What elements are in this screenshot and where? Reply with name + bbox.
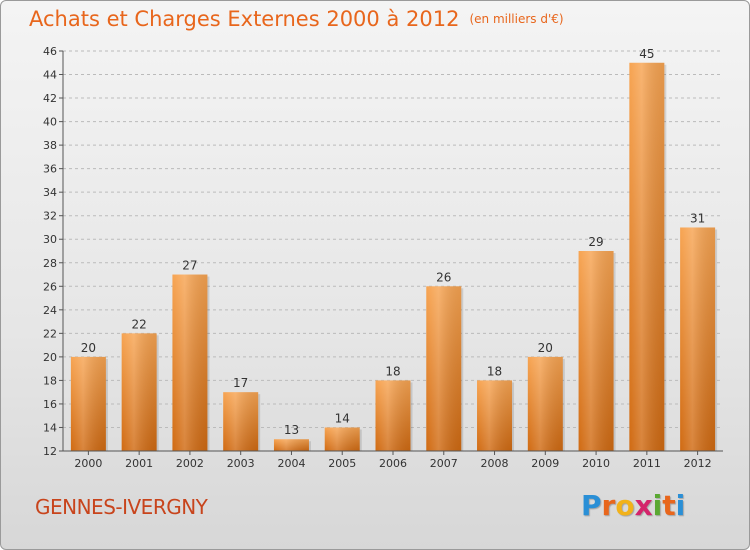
bar-highlight (70, 356, 106, 451)
y-tick-label: 26 (43, 280, 57, 293)
bar-highlight (527, 356, 563, 451)
bar-highlight (324, 427, 360, 451)
y-tick-label: 16 (43, 398, 57, 411)
data-label: 18 (487, 364, 502, 378)
chart-subtitle: (en milliers d'€) (469, 12, 564, 26)
y-tick-label: 36 (43, 163, 57, 176)
bars (70, 62, 718, 451)
bar-highlight (578, 251, 614, 451)
data-label: 13 (284, 423, 299, 437)
y-tick-label: 12 (43, 445, 57, 458)
x-tick-label: 2007 (430, 457, 458, 470)
bar-highlight (477, 380, 513, 451)
logo-letter: o (615, 489, 635, 522)
axes (59, 50, 723, 455)
x-tick-label: 2000 (74, 457, 102, 470)
y-tick-label: 14 (43, 421, 57, 434)
y-tick-label: 42 (43, 92, 57, 105)
y-tick-label: 38 (43, 139, 57, 152)
proxiti-logo: Proxiti (581, 489, 685, 522)
data-label: 27 (182, 259, 197, 273)
bar-highlight (121, 333, 157, 451)
data-label: 31 (690, 211, 705, 225)
data-label: 20 (81, 341, 96, 355)
logo-letter: x (634, 489, 653, 522)
x-tick-label: 2012 (684, 457, 712, 470)
data-label: 29 (588, 235, 603, 249)
commune-name: GENNES-IVERGNY (35, 495, 208, 519)
y-tick-label: 46 (43, 45, 57, 58)
bar-highlight (680, 227, 716, 451)
y-tick-label: 18 (43, 374, 57, 387)
chart-title: Achats et Charges Externes 2000 à 2012 (e… (29, 7, 564, 31)
logo-letter: r (601, 489, 616, 522)
y-tick-label: 22 (43, 327, 57, 340)
x-tick-label: 2010 (582, 457, 610, 470)
logo-letter: t (662, 489, 676, 522)
bar-highlight (629, 62, 665, 451)
data-label: 26 (436, 270, 451, 284)
data-label: 45 (639, 47, 654, 61)
x-tick-label: 2002 (176, 457, 204, 470)
x-tick-label: 2008 (481, 457, 509, 470)
x-tick-label: 2011 (633, 457, 661, 470)
data-label: 20 (538, 341, 553, 355)
chart-title-text: Achats et Charges Externes 2000 à 2012 (29, 7, 460, 31)
bar-highlight (426, 286, 462, 451)
bar-highlight (223, 392, 259, 451)
y-tick-label: 24 (43, 304, 57, 317)
y-tick-label: 34 (43, 186, 57, 199)
x-tick-label: 2005 (328, 457, 356, 470)
y-tick-label: 44 (43, 69, 57, 82)
y-tick-label: 28 (43, 257, 57, 270)
bar-highlight (375, 380, 411, 451)
bar-highlight (172, 274, 208, 451)
logo-letter: P (581, 489, 602, 522)
logo-letter: i (675, 489, 686, 522)
bar-highlight (273, 439, 309, 451)
x-tick-label: 2006 (379, 457, 407, 470)
y-tick-label: 32 (43, 210, 57, 223)
labels: 12 14 16 18 20 22 24 26 28 30 32 34 36 38 40 42 44 46 20 20… (43, 45, 712, 470)
y-tick-label: 30 (43, 233, 57, 246)
y-tick-label: 40 (43, 116, 57, 129)
y-tick-label: 20 (43, 351, 57, 364)
logo-letter: i (652, 489, 663, 522)
data-label: 18 (385, 364, 400, 378)
x-tick-label: 2001 (125, 457, 153, 470)
x-tick-label: 2003 (227, 457, 255, 470)
x-tick-label: 2004 (277, 457, 305, 470)
x-tick-label: 2009 (531, 457, 559, 470)
data-label: 22 (132, 317, 147, 331)
data-label: 17 (233, 376, 248, 390)
data-label: 14 (335, 411, 350, 425)
